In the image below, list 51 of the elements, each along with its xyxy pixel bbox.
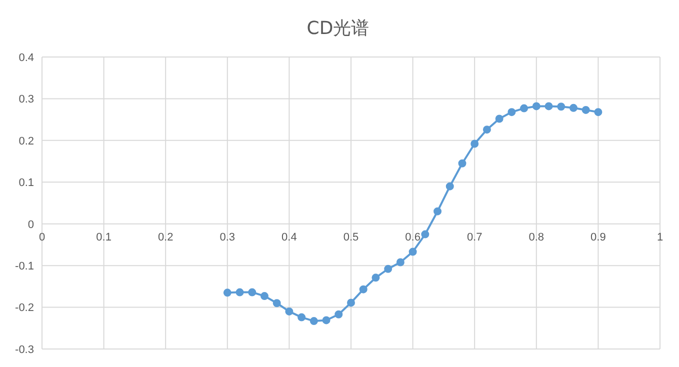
x-tick-label: 0.3 [220, 231, 236, 244]
point [298, 313, 306, 322]
point [569, 104, 578, 112]
x-tick-label: 0.9 [590, 231, 606, 244]
point [495, 114, 504, 123]
point [408, 248, 417, 256]
point [272, 299, 281, 308]
x-tick-label: 0.4 [282, 231, 297, 244]
point [458, 159, 466, 168]
y-tick-label: -0.3 [15, 344, 34, 356]
x-tick-label: 0.1 [96, 231, 112, 244]
point [384, 264, 392, 273]
y-tick-label: 0 [28, 218, 34, 231]
x-tick-label: 0.5 [343, 231, 359, 244]
point [532, 102, 540, 110]
point [372, 274, 380, 282]
point [396, 258, 404, 266]
point [544, 102, 553, 110]
y-tick-label: 0.2 [18, 135, 34, 148]
point [470, 140, 479, 148]
chart-title: CD光谱 [306, 17, 370, 40]
y-tick-label: 0.3 [18, 94, 34, 106]
point [359, 285, 368, 294]
point [347, 298, 355, 307]
point [248, 288, 256, 296]
x-tick-label: 0.6 [405, 231, 420, 244]
point [334, 310, 343, 318]
point [482, 126, 491, 134]
point [557, 102, 566, 111]
point [236, 288, 244, 296]
point [310, 317, 318, 326]
y-tick-label: -0.2 [15, 302, 34, 314]
point [434, 207, 442, 216]
point [446, 182, 454, 190]
point [285, 307, 294, 316]
point [223, 288, 232, 297]
x-tick-label: 0.8 [528, 231, 544, 244]
x-tick-label: 0.2 [158, 231, 174, 244]
x-tick-label: 1 [656, 231, 664, 244]
x-tick-label: 0.7 [466, 231, 482, 244]
point [582, 106, 590, 114]
y-tick-label: -0.1 [15, 260, 34, 272]
point [508, 108, 516, 116]
point [520, 104, 528, 112]
x-tick-label: 0 [38, 231, 46, 244]
y-tick-label: 0.4 [18, 52, 34, 64]
point [594, 108, 602, 116]
y-tick-label: 0.1 [18, 177, 34, 190]
point [322, 316, 330, 324]
point [421, 230, 430, 238]
point [260, 292, 268, 300]
